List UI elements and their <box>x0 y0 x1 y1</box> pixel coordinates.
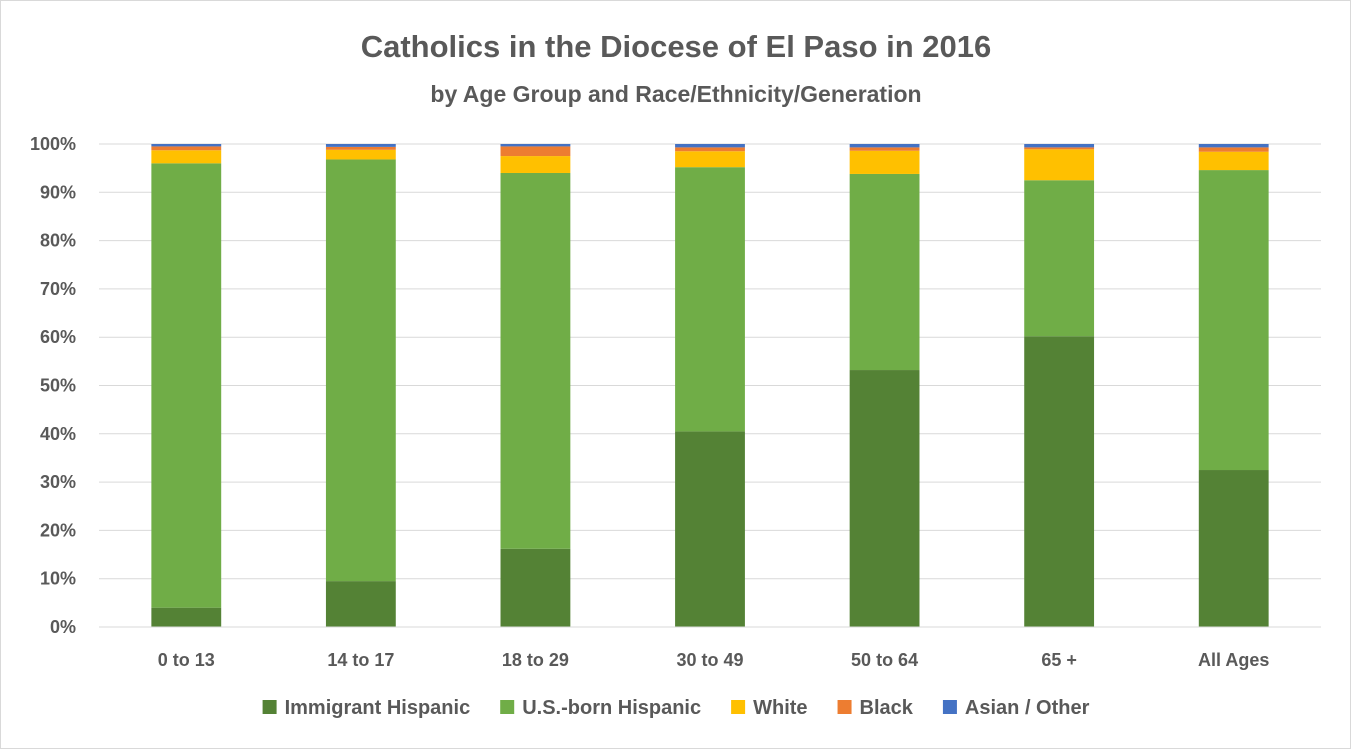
bar-white <box>1024 149 1095 181</box>
bar-immigrant-hispanic <box>500 548 571 627</box>
legend-item-asian-other: Asian / Other <box>942 697 1090 719</box>
bar-black <box>151 146 222 151</box>
x-axis-ticks: 0 to 13 14 to 17 18 to 29 30 to 49 50 to 64 6… <box>158 650 1270 670</box>
chart-title: Catholics in the Diocese of El Paso in 2… <box>361 29 992 64</box>
bar-immigrant-hispanic <box>675 431 745 627</box>
bar-u-s-born-hispanic <box>675 167 745 432</box>
legend-swatch <box>500 700 515 714</box>
bars <box>151 144 1269 627</box>
legend-swatch <box>942 700 957 714</box>
legend-label: U.S.-born Hispanic <box>522 697 701 719</box>
bar-u-s-born-hispanic <box>849 173 920 371</box>
bar-asian-other <box>1198 144 1269 148</box>
legend-swatch <box>731 700 746 714</box>
legend-label: Black <box>860 697 914 719</box>
bar-u-s-born-hispanic <box>1198 170 1269 471</box>
bar-immigrant-hispanic <box>849 370 920 627</box>
chart-subtitle: by Age Group and Race/Ethnicity/Generati… <box>430 81 921 107</box>
legend-label: Immigrant Hispanic <box>285 697 471 719</box>
legend-swatch <box>837 700 852 714</box>
legend-swatch <box>262 700 277 714</box>
bar-asian-other <box>500 144 571 147</box>
y-tick-label: 80% <box>40 231 76 251</box>
bar-asian-other <box>151 144 222 147</box>
x-tick-label: 0 to 13 <box>158 650 215 670</box>
bar-white <box>849 150 920 174</box>
y-tick-label: 0% <box>50 617 76 637</box>
bar-black <box>675 147 745 152</box>
bar-u-s-born-hispanic <box>500 172 571 549</box>
legend-item-immigrant-hispanic: Immigrant Hispanic <box>262 697 471 719</box>
bar-black <box>849 147 920 151</box>
bar-white <box>675 151 745 168</box>
bar-black <box>1024 147 1095 150</box>
x-tick-label: 14 to 17 <box>327 650 394 670</box>
bar-immigrant-hispanic <box>325 581 396 627</box>
y-tick-label: 50% <box>40 376 76 396</box>
legend: Immigrant Hispanic U.S.-born Hispanic Whit… <box>262 697 1090 719</box>
bar-black <box>325 146 396 150</box>
bar-u-s-born-hispanic <box>1024 180 1095 337</box>
bar-immigrant-hispanic <box>1198 470 1269 627</box>
bar-asian-other <box>675 144 745 148</box>
legend-item-black: Black <box>837 697 914 719</box>
x-tick-label: 30 to 49 <box>676 650 743 670</box>
bar-white <box>325 149 396 160</box>
y-tick-label: 70% <box>40 279 76 299</box>
y-tick-label: 10% <box>40 569 76 589</box>
x-tick-label: 50 to 64 <box>851 650 918 670</box>
x-tick-label: 18 to 29 <box>502 650 569 670</box>
bar-white <box>1198 151 1269 171</box>
y-axis-ticks: 0% 10% 20% 30% 40% 50% 60% 70% 80% 90% 100% <box>30 134 76 637</box>
y-tick-label: 20% <box>40 520 76 540</box>
bar-u-s-born-hispanic <box>151 163 222 608</box>
y-tick-label: 90% <box>40 182 76 202</box>
bar-white <box>500 156 571 173</box>
y-tick-label: 60% <box>40 327 76 347</box>
bar-immigrant-hispanic <box>151 607 222 627</box>
bar-asian-other <box>1024 144 1095 148</box>
x-tick-label: All Ages <box>1198 650 1269 670</box>
y-tick-label: 40% <box>40 424 76 444</box>
bar-black <box>500 146 571 157</box>
y-tick-label: 100% <box>30 134 76 154</box>
bar-asian-other <box>849 144 920 148</box>
legend-item-u-s-born-hispanic: U.S.-born Hispanic <box>500 697 701 719</box>
bar-immigrant-hispanic <box>1024 336 1095 627</box>
legend-item-white: White <box>731 697 808 719</box>
y-tick-label: 30% <box>40 472 76 492</box>
bar-black <box>1198 147 1269 152</box>
bar-white <box>151 150 222 164</box>
bar-asian-other <box>325 144 396 147</box>
legend-label: White <box>753 697 807 719</box>
x-tick-label: 65 + <box>1041 650 1077 670</box>
bar-u-s-born-hispanic <box>325 159 396 582</box>
legend-label: Asian / Other <box>965 697 1090 719</box>
